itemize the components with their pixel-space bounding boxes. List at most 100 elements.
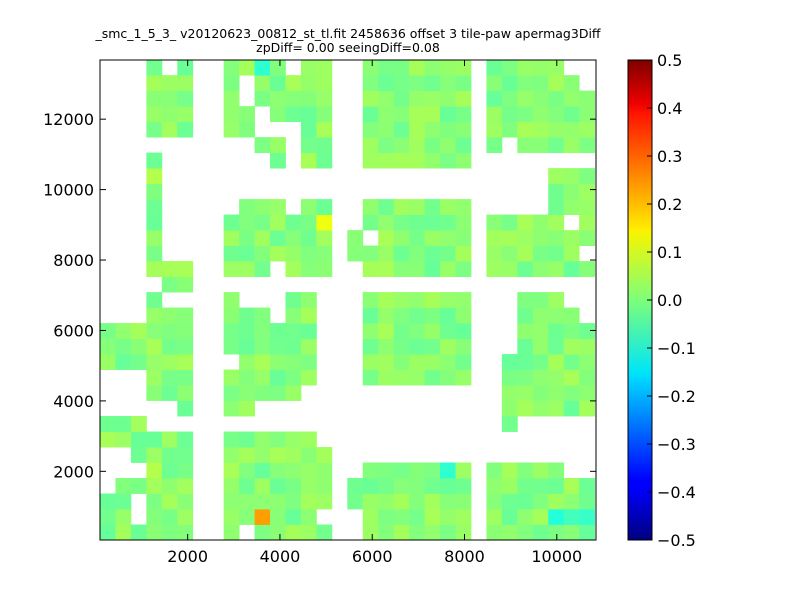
heatmap-cell <box>254 524 271 541</box>
heatmap-cell <box>440 152 456 169</box>
heatmap-cell <box>362 493 379 510</box>
heatmap-cell <box>563 354 580 370</box>
heatmap-cell <box>548 354 565 370</box>
heatmap-cell <box>563 524 580 541</box>
heatmap-cell <box>146 509 163 525</box>
heatmap-cell <box>579 90 596 107</box>
heatmap-cell <box>409 369 425 386</box>
heatmap-cell <box>100 323 116 339</box>
heatmap-cell <box>239 323 255 339</box>
x-tick-label: 8000 <box>444 547 485 566</box>
heatmap-cell <box>378 245 395 262</box>
heatmap-cell <box>501 385 518 401</box>
heatmap-cell <box>548 75 565 92</box>
heatmap-cell <box>270 338 286 355</box>
heatmap-cell <box>563 261 580 277</box>
heatmap-cell <box>239 121 255 138</box>
heatmap-cell <box>270 214 286 231</box>
heatmap-cell <box>146 369 163 386</box>
heatmap-cell <box>223 338 240 355</box>
heatmap-cell <box>409 261 425 277</box>
heatmap-cell <box>316 75 333 92</box>
heatmap-cell <box>300 121 317 138</box>
heatmap-cell <box>177 462 194 479</box>
heatmap-cell <box>378 152 395 169</box>
heatmap-cell <box>393 369 410 386</box>
title-line-1: _smc_1_5_3_ v20120623_00812_st_tl.fit 24… <box>94 26 600 41</box>
heatmap-cell <box>316 106 333 123</box>
heatmap-cell <box>254 462 271 479</box>
heatmap-cell <box>254 214 271 231</box>
heatmap-cell <box>579 524 596 541</box>
heatmap-cell <box>532 524 549 541</box>
colorbar-tick-label: −0.1 <box>657 339 696 358</box>
heatmap-cell <box>270 323 286 339</box>
heatmap-cell <box>223 493 240 510</box>
heatmap-cell <box>378 292 395 308</box>
heatmap-cell <box>270 245 286 262</box>
heatmap-cell <box>146 307 163 324</box>
heatmap-cell <box>440 90 456 107</box>
heatmap-cell <box>161 354 178 370</box>
heatmap-cell <box>455 152 472 169</box>
heatmap-cell <box>316 447 333 463</box>
heatmap-cell <box>177 524 194 541</box>
heatmap-cell <box>239 509 255 525</box>
heatmap-cell <box>424 292 441 308</box>
heatmap-cell <box>254 354 271 370</box>
heatmap-cell <box>270 75 286 92</box>
heatmap-cell <box>532 261 549 277</box>
heatmap-cell <box>300 462 317 479</box>
heatmap-cell <box>115 338 132 355</box>
heatmap-cell <box>146 478 163 494</box>
heatmap-cell <box>455 307 472 324</box>
heatmap-cell <box>424 369 441 386</box>
heatmap-cell <box>100 524 116 541</box>
heatmap-cell <box>239 400 255 417</box>
heatmap-cell <box>563 509 580 525</box>
heatmap-cell <box>270 369 286 386</box>
heatmap-cell <box>455 121 472 138</box>
heatmap-cell <box>424 323 441 339</box>
heatmap-cell <box>285 245 302 262</box>
heatmap-cell <box>177 369 194 386</box>
heatmap-cell <box>146 493 163 510</box>
heatmap-cell <box>254 90 271 107</box>
heatmap-cell <box>300 292 317 308</box>
y-tick-label: 4000 <box>53 392 94 411</box>
heatmap-cell <box>177 338 194 355</box>
colorbar-tick-label: 0.0 <box>657 291 682 310</box>
heatmap-cell <box>161 478 178 494</box>
heatmap-cell <box>486 261 503 277</box>
heatmap-cell <box>161 462 178 479</box>
heatmap-cell <box>115 416 132 432</box>
heatmap-cell <box>501 524 518 541</box>
heatmap-cell <box>161 75 178 92</box>
heatmap-cell <box>161 493 178 510</box>
heatmap-cell <box>440 106 456 123</box>
heatmap-cell <box>146 462 163 479</box>
heatmap-cell <box>239 338 255 355</box>
heatmap-cell <box>285 431 302 448</box>
heatmap-cell <box>517 323 534 339</box>
heatmap-cell <box>177 60 194 76</box>
heatmap-cell <box>440 509 456 525</box>
heatmap-cell <box>270 230 286 246</box>
heatmap-cell <box>563 137 580 154</box>
heatmap-cell <box>440 493 456 510</box>
heatmap-cell <box>161 106 178 123</box>
heatmap-cell <box>239 106 255 123</box>
colorbar-tick-label: 0.5 <box>657 51 682 70</box>
heatmap-cell <box>177 400 194 417</box>
heatmap-cell <box>548 199 565 215</box>
heatmap-cell <box>347 230 364 246</box>
heatmap-cell <box>486 478 503 494</box>
heatmap-cell <box>532 369 549 386</box>
heatmap-cell <box>517 214 534 231</box>
heatmap-cell <box>563 106 580 123</box>
heatmap-cell <box>223 106 240 123</box>
heatmap-cell <box>316 462 333 479</box>
heatmap-cell <box>300 152 317 169</box>
heatmap-cell <box>393 338 410 355</box>
heatmap-cell <box>223 323 240 339</box>
